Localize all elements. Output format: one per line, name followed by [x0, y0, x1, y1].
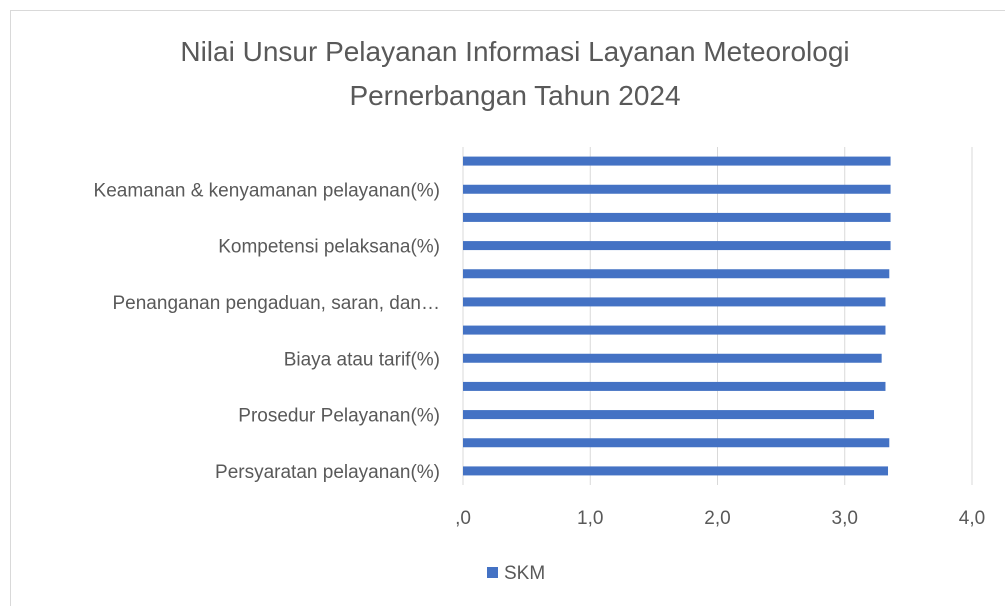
x-tick-label: ,0 [455, 508, 471, 529]
x-tick-label: 1,0 [577, 508, 603, 529]
bar [463, 381, 886, 391]
chart-title: Nilai Unsur Pelayanan Informasi Layanan … [180, 36, 850, 111]
bar [463, 156, 891, 166]
bar [463, 297, 886, 307]
bar [463, 241, 891, 251]
x-tick-label: 4,0 [959, 508, 985, 529]
chart-border [10, 10, 1005, 606]
bar [463, 353, 882, 363]
y-tick-label: Biaya atau tarif(%) [284, 349, 440, 370]
legend-swatch [487, 567, 498, 578]
bar [463, 269, 890, 279]
bar [463, 184, 891, 194]
y-tick-label: Kompetensi pelaksana(%) [218, 237, 440, 258]
y-tick-label: Keamanan & kenyamanan pelayanan(%) [94, 180, 440, 201]
bar [463, 325, 886, 335]
bar [463, 410, 875, 420]
y-tick-label: Penanganan pengaduan, saran, dan… [113, 293, 441, 314]
y-tick-label: Persyaratan pelayanan(%) [215, 462, 440, 483]
x-tick-label: 3,0 [832, 508, 858, 529]
y-tick-label: Prosedur Pelayanan(%) [238, 406, 440, 427]
bar [463, 466, 889, 476]
bar [463, 212, 891, 222]
legend-label: SKM [504, 563, 545, 584]
bar [463, 438, 890, 448]
x-tick-label: 2,0 [704, 508, 730, 529]
